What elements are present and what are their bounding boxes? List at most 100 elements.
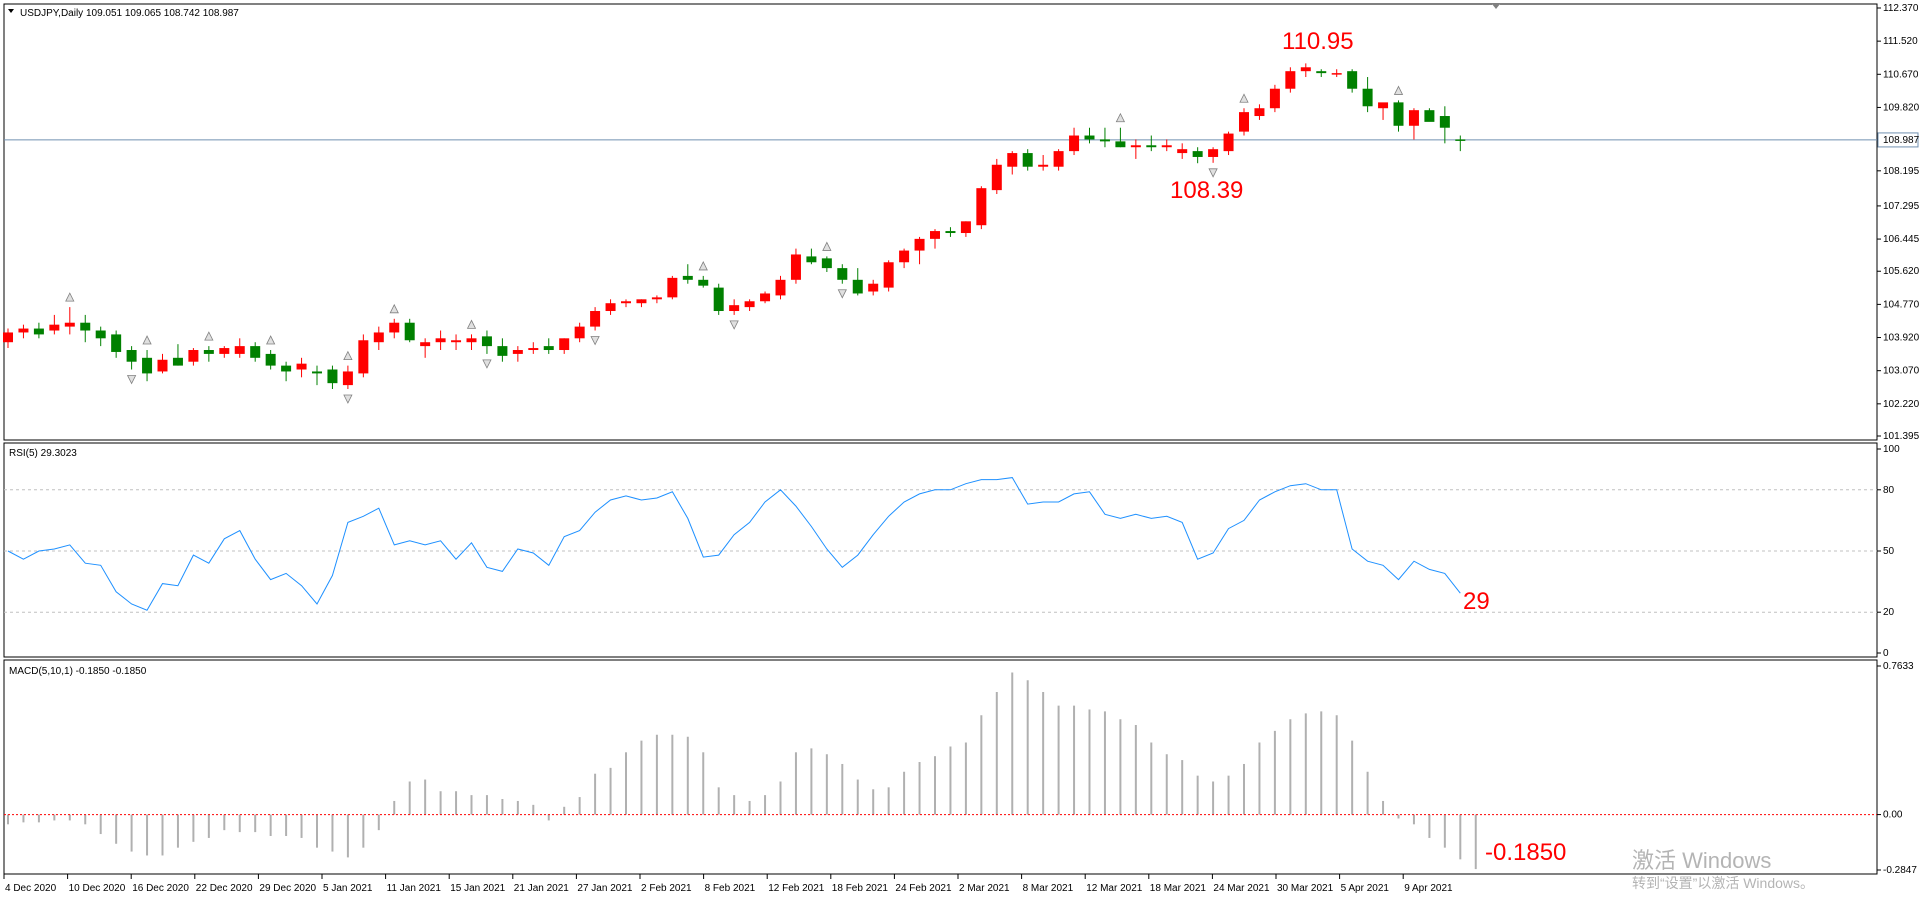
candle-body bbox=[1378, 102, 1389, 109]
date-axis: 4 Dec 2020 10 Dec 2020 16 Dec 2020 22 Dec 2… bbox=[3, 874, 1453, 894]
candle-body bbox=[1161, 145, 1172, 148]
main-header: USDJPY,Daily 109.051 109.065 108.742 108… bbox=[20, 8, 239, 19]
rsi-panel-frame bbox=[3, 442, 1878, 658]
candle-body bbox=[1115, 141, 1126, 148]
candle-body bbox=[1069, 135, 1080, 152]
rsi-tick-label: 80 bbox=[1883, 485, 1895, 496]
fractal-up-marker bbox=[1239, 93, 1249, 103]
candle-body bbox=[512, 350, 523, 354]
dropdown-arrow-icon[interactable] bbox=[8, 9, 14, 13]
candle-body bbox=[95, 330, 106, 339]
rsi-header: RSI(5) 29.3023 bbox=[9, 448, 77, 459]
candle-body bbox=[883, 262, 894, 288]
annotation-rsi: 29 bbox=[1463, 588, 1490, 615]
candle-body bbox=[1053, 151, 1064, 167]
candle-body bbox=[636, 299, 647, 304]
candle-body bbox=[1347, 71, 1358, 89]
macd-header: MACD(5,10,1) -0.1850 -0.1850 bbox=[9, 666, 147, 677]
annotation-high: 110.95 bbox=[1282, 28, 1354, 55]
watermark-title: 激活 Windows bbox=[1632, 848, 1771, 873]
date-tick-label: 29 Dec 2020 bbox=[259, 883, 316, 894]
candle-body bbox=[698, 279, 709, 286]
candle-body bbox=[837, 268, 848, 280]
candle-body bbox=[358, 340, 369, 374]
candle-body bbox=[528, 348, 539, 351]
candle-body bbox=[1177, 149, 1188, 154]
candle-body bbox=[1254, 108, 1265, 117]
candle-body bbox=[713, 287, 724, 312]
candle-body bbox=[126, 350, 137, 362]
date-tick-label: 12 Feb 2021 bbox=[768, 883, 825, 894]
candle-body bbox=[250, 346, 261, 358]
candle-body bbox=[775, 279, 786, 296]
date-tick-label: 16 Dec 2020 bbox=[132, 883, 189, 894]
candle-body bbox=[559, 338, 570, 351]
candle-body bbox=[760, 293, 771, 302]
candle-body bbox=[466, 338, 477, 343]
candle-body bbox=[605, 303, 616, 312]
candle-body bbox=[1022, 153, 1033, 167]
candle-body bbox=[852, 279, 863, 294]
candle-body bbox=[1130, 145, 1141, 148]
candle-body bbox=[188, 350, 199, 362]
candle-body bbox=[451, 340, 462, 343]
fractal-down-marker bbox=[729, 320, 739, 330]
candle-body bbox=[1239, 112, 1249, 132]
price-tick-label: 102.220 bbox=[1883, 399, 1920, 410]
date-tick-label: 24 Mar 2021 bbox=[1213, 883, 1270, 894]
fractal-up-marker bbox=[204, 331, 214, 341]
candle-body bbox=[1362, 88, 1373, 107]
fractal-up-marker bbox=[266, 335, 276, 345]
macd-tick-label: -0.2847 bbox=[1883, 865, 1917, 876]
candle-body bbox=[729, 305, 740, 312]
candle-body bbox=[497, 346, 508, 356]
price-axis: 112.370 111.520 110.670 109.820 108.987 108.1… bbox=[4, 3, 1920, 442]
rsi-series: 100 80 50 20 0 bbox=[4, 444, 1900, 659]
candlestick-series bbox=[3, 63, 1466, 390]
candle-body bbox=[1146, 145, 1157, 148]
price-tick-label: 101.395 bbox=[1883, 431, 1920, 442]
candle-body bbox=[991, 164, 1002, 191]
candle-body bbox=[234, 346, 245, 354]
fractal-up-marker bbox=[466, 319, 477, 329]
fractal-up-marker bbox=[822, 241, 832, 251]
candle-body bbox=[651, 297, 662, 300]
price-tick-label: 108.987 bbox=[1883, 135, 1920, 146]
fractal-down-marker bbox=[590, 336, 600, 346]
candle-body bbox=[342, 371, 353, 386]
candle-body bbox=[868, 283, 879, 292]
candle-body bbox=[899, 250, 910, 263]
date-tick-label: 10 Dec 2020 bbox=[69, 883, 126, 894]
current-price-tag bbox=[1877, 132, 1919, 148]
date-tick-label: 5 Jan 2021 bbox=[323, 883, 373, 894]
candle-body bbox=[219, 348, 230, 354]
candle-body bbox=[914, 238, 925, 251]
candle-body bbox=[1269, 88, 1280, 109]
date-tick-label: 15 Jan 2021 bbox=[450, 883, 505, 894]
rsi-tick-label: 100 bbox=[1883, 444, 1900, 455]
annotation-low: 108.39 bbox=[1170, 177, 1243, 204]
watermark-subtitle: 转到“设置”以激活 Windows。 bbox=[1632, 875, 1814, 891]
candle-body bbox=[312, 371, 322, 374]
candle-body bbox=[682, 275, 693, 280]
shift-marker-icon[interactable] bbox=[1492, 4, 1500, 9]
rsi-tick-label: 20 bbox=[1883, 607, 1895, 618]
candle-body bbox=[435, 338, 446, 343]
price-tick-label: 108.195 bbox=[1883, 166, 1920, 177]
date-tick-label: 8 Mar 2021 bbox=[1023, 883, 1074, 894]
candle-body bbox=[64, 322, 75, 327]
date-tick-label: 22 Dec 2020 bbox=[196, 883, 253, 894]
fractal-markers bbox=[65, 85, 1404, 404]
date-tick-label: 24 Feb 2021 bbox=[895, 883, 952, 894]
candle-body bbox=[420, 342, 431, 347]
date-tick-label: 18 Mar 2021 bbox=[1150, 883, 1207, 894]
candle-body bbox=[621, 301, 631, 304]
candle-body bbox=[1331, 73, 1342, 75]
candle-body bbox=[1285, 71, 1296, 89]
candle-body bbox=[3, 332, 13, 343]
candle-body bbox=[33, 328, 44, 335]
candle-body bbox=[157, 359, 168, 372]
candle-body bbox=[590, 311, 601, 327]
